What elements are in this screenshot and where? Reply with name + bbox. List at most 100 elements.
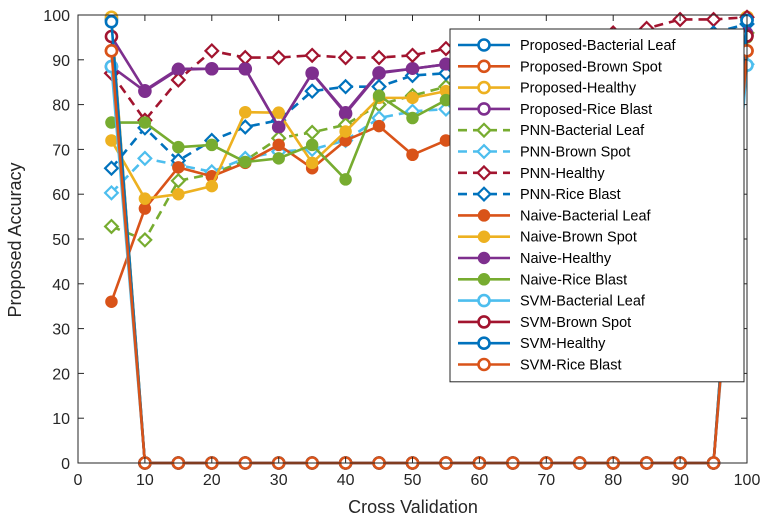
- y-tick-label: 10: [52, 411, 70, 428]
- data-point: [103, 184, 120, 201]
- y-tick-label: 20: [52, 366, 70, 383]
- data-point: [339, 125, 352, 138]
- data-point: [203, 42, 220, 59]
- data-point: [305, 156, 319, 170]
- data-point: [406, 62, 419, 76]
- legend-swatch-marker: [476, 143, 492, 160]
- legend: Proposed-Bacterial Leaf Proposed-Brown Sp…: [449, 28, 745, 383]
- y-tick-label: 90: [52, 53, 70, 70]
- legend-label: Proposed-Healthy: [520, 81, 637, 97]
- y-axis-title: Proposed Accuracy: [5, 162, 25, 317]
- data-point: [270, 49, 287, 66]
- legend-swatch-marker: [477, 251, 491, 265]
- legend-entry: PNN-Healthy: [458, 164, 605, 182]
- x-tick-label: 70: [537, 472, 555, 489]
- data-point: [272, 138, 285, 152]
- legend-entry: Proposed-Rice Blast: [458, 102, 652, 118]
- legend-label: SVM-Rice Blast: [520, 358, 622, 374]
- legend-swatch-marker: [477, 209, 491, 222]
- legend-swatch-marker: [476, 164, 492, 181]
- data-point: [138, 192, 152, 205]
- legend-swatch-marker: [476, 122, 492, 139]
- data-point: [406, 91, 419, 105]
- y-tick-label: 60: [52, 187, 70, 204]
- x-tick-label: 60: [471, 472, 489, 489]
- data-point: [237, 119, 254, 135]
- data-point: [103, 218, 120, 235]
- legend-entry: SVM-Brown Spot: [458, 315, 631, 331]
- legend-label: Naive-Rice Blast: [520, 272, 627, 288]
- data-point: [104, 44, 119, 58]
- data-point: [105, 134, 118, 147]
- legend-swatch-marker: [477, 336, 491, 351]
- legend-swatch-marker: [477, 273, 491, 286]
- x-tick-label: 0: [74, 472, 83, 489]
- x-tick-label: 80: [604, 472, 622, 489]
- data-point: [172, 62, 185, 76]
- data-point: [371, 49, 387, 66]
- data-point: [138, 116, 152, 129]
- data-point: [172, 161, 185, 174]
- data-point: [339, 173, 352, 186]
- y-tick-label: 50: [52, 232, 70, 249]
- x-axis-title: Cross Validation: [348, 497, 478, 517]
- legend-label: Proposed-Rice Blast: [520, 102, 652, 118]
- data-point: [339, 105, 352, 119]
- legend-label: Naive-Healthy: [520, 251, 612, 267]
- data-point: [337, 49, 354, 66]
- data-point: [372, 89, 386, 102]
- y-tick-label: 80: [52, 98, 70, 115]
- data-point: [172, 187, 185, 201]
- data-point: [170, 72, 187, 88]
- legend-swatch-marker: [477, 102, 491, 116]
- data-point: [305, 66, 319, 80]
- data-point: [205, 62, 219, 76]
- legend-entry: Proposed-Brown Spot: [458, 59, 662, 75]
- data-point: [138, 84, 152, 97]
- legend-label: PNN-Bacterial Leaf: [520, 123, 645, 139]
- y-tick-label: 0: [61, 456, 70, 473]
- legend-label: Naive-Bacterial Leaf: [520, 208, 652, 224]
- data-point: [205, 138, 219, 152]
- data-point: [170, 172, 187, 189]
- legend-entry: SVM-Healthy: [458, 336, 606, 352]
- legend-entry: Naive-Brown Spot: [458, 230, 637, 246]
- data-point: [137, 150, 153, 167]
- legend-label: Naive-Brown Spot: [520, 230, 637, 246]
- legend-label: PNN-Healthy: [520, 166, 605, 182]
- legend-swatch-marker: [477, 293, 491, 308]
- data-point: [372, 119, 386, 133]
- legend-swatch-marker: [477, 38, 491, 52]
- data-point: [304, 47, 321, 64]
- data-point: [172, 140, 185, 154]
- data-point: [305, 138, 319, 152]
- x-tick-label: 90: [671, 472, 689, 489]
- legend-swatch-marker: [477, 80, 491, 95]
- x-tick-label: 50: [404, 472, 422, 489]
- y-tick-label: 40: [52, 277, 70, 294]
- legend-entry: PNN-Rice Blast: [458, 186, 621, 203]
- x-tick-label: 30: [270, 472, 288, 489]
- data-point: [406, 111, 419, 125]
- legend-swatch-marker: [477, 357, 491, 372]
- legend-label: Proposed-Brown Spot: [520, 59, 662, 75]
- data-point: [372, 66, 386, 79]
- data-point: [104, 14, 119, 29]
- data-point: [239, 62, 252, 76]
- legend-swatch-marker: [477, 230, 491, 243]
- x-tick-label: 20: [203, 472, 221, 489]
- legend-label: SVM-Bacterial Leaf: [520, 294, 646, 310]
- axes: 0 10 20 30 40 50 60 70 80 90 100 0 10 20 30 40 50 60 70 80 9…: [43, 8, 760, 489]
- data-point: [239, 105, 252, 119]
- legend-label: SVM-Brown Spot: [520, 315, 631, 331]
- x-tick-label: 40: [337, 472, 355, 489]
- legend-entry: SVM-Bacterial Leaf: [458, 294, 646, 310]
- data-point: [205, 179, 219, 193]
- legend-entry: PNN-Bacterial Leaf: [458, 122, 645, 139]
- legend-swatch-marker: [477, 59, 491, 74]
- data-point: [137, 232, 153, 248]
- legend-entry: Naive-Rice Blast: [458, 272, 627, 288]
- legend-label: SVM-Healthy: [520, 336, 606, 352]
- legend-entry: Naive-Bacterial Leaf: [458, 208, 652, 224]
